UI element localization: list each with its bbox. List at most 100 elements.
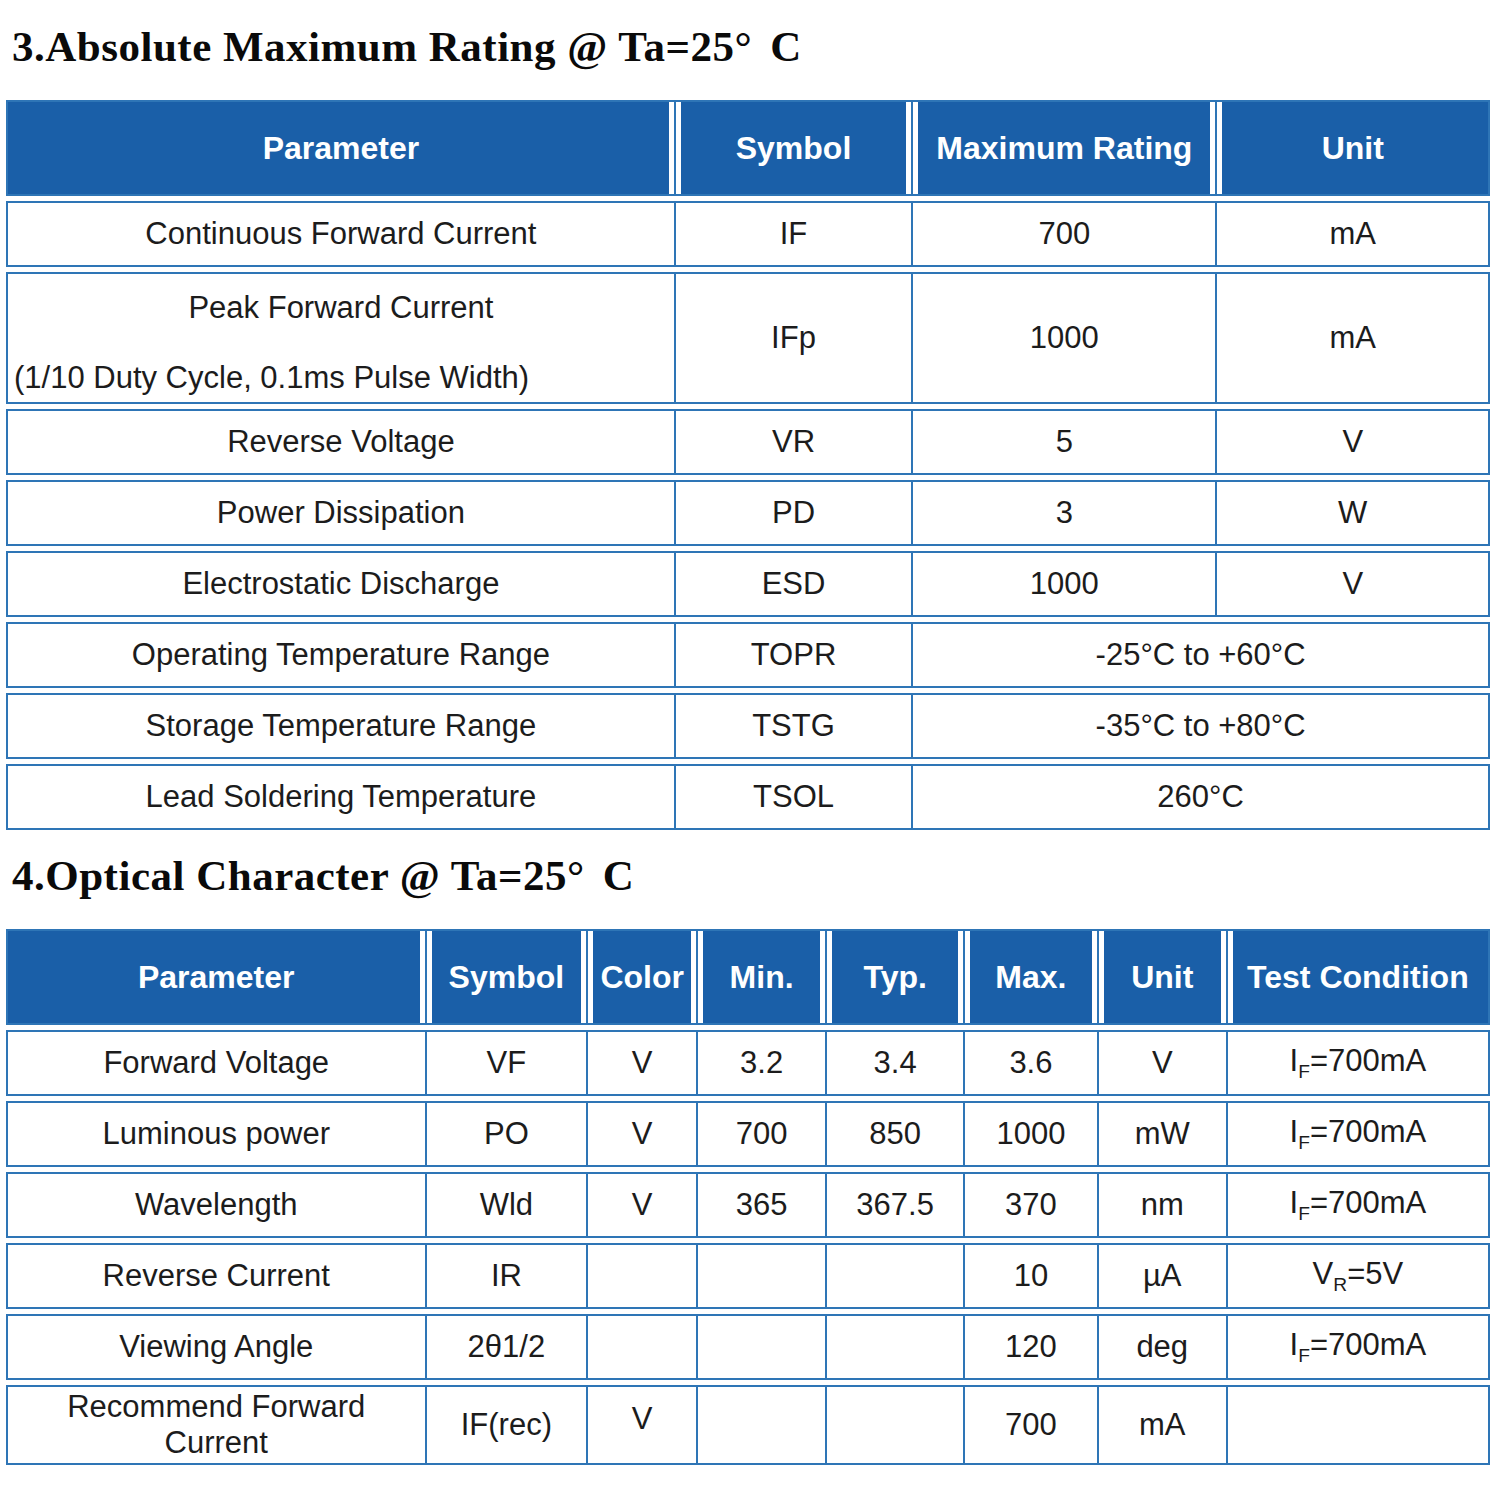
- cell-rating: 5: [911, 409, 1215, 475]
- cell-unit: mA: [1215, 272, 1490, 404]
- cell-unit: V: [1215, 551, 1490, 617]
- cell-unit: µA: [1097, 1243, 1226, 1309]
- section-4-title: 4.Optical Character @ Ta=25° C: [12, 851, 1490, 900]
- test-condition-subscript: F: [1298, 1203, 1310, 1224]
- cell-color: V: [586, 1385, 696, 1465]
- cell-test-condition: VR=5V: [1226, 1243, 1490, 1309]
- cell-min: 365: [696, 1172, 825, 1238]
- cell-parameter: Recommend Forward Current: [6, 1385, 425, 1465]
- col-header-color: Color: [586, 929, 696, 1025]
- cell-symbol: ESD: [674, 551, 911, 617]
- cell-rating-merged: -25°C to +60°C: [911, 622, 1490, 688]
- cell-symbol: IF: [674, 201, 911, 267]
- cell-unit: W: [1215, 480, 1490, 546]
- cell-rating: 700: [911, 201, 1215, 267]
- cell-symbol: IR: [425, 1243, 587, 1309]
- col-header-maximum-rating: Maximum Rating: [911, 100, 1215, 196]
- test-condition-value: =700mA: [1310, 1185, 1426, 1220]
- test-condition-subscript: F: [1298, 1061, 1310, 1082]
- cell-min: [696, 1385, 825, 1465]
- test-condition-symbol: I: [1290, 1043, 1299, 1078]
- parameter-line-1: Peak Forward Current: [12, 290, 670, 326]
- cell-unit: mA: [1097, 1385, 1226, 1465]
- cell-symbol: VR: [674, 409, 911, 475]
- cell-parameter: Peak Forward Current (1/10 Duty Cycle, 0…: [6, 272, 674, 404]
- col-header-parameter: Parameter: [6, 100, 674, 196]
- col-header-unit: Unit: [1215, 100, 1490, 196]
- cell-typ: 3.4: [825, 1030, 963, 1096]
- section-4-title-text: 4.Optical Character @ Ta=25°: [12, 852, 585, 899]
- cell-unit: V: [1097, 1030, 1226, 1096]
- cell-symbol: VF: [425, 1030, 587, 1096]
- cell-parameter: Power Dissipation: [6, 480, 674, 546]
- cell-parameter: Luminous power: [6, 1101, 425, 1167]
- cell-unit: deg: [1097, 1314, 1226, 1380]
- cell-parameter: Reverse Voltage: [6, 409, 674, 475]
- table-header-row: Parameter Symbol Color Min. Typ. Max. Un…: [6, 929, 1490, 1025]
- col-header-parameter: Parameter: [6, 929, 425, 1025]
- table-row: Wavelength Wld V 365 367.5 370 nm IF=700…: [6, 1172, 1490, 1238]
- cell-typ: 850: [825, 1101, 963, 1167]
- cell-min: [696, 1314, 825, 1380]
- cell-max: 370: [963, 1172, 1097, 1238]
- table-row: Storage Temperature Range TSTG -35°C to …: [6, 693, 1490, 759]
- test-condition-subscript: R: [1333, 1274, 1347, 1295]
- col-header-min: Min.: [696, 929, 825, 1025]
- table-row: Lead Soldering Temperature TSOL 260°C: [6, 764, 1490, 830]
- cell-unit: nm: [1097, 1172, 1226, 1238]
- table-row: Forward Voltage VF V 3.2 3.4 3.6 V IF=70…: [6, 1030, 1490, 1096]
- cell-typ: [825, 1385, 963, 1465]
- test-condition-subscript: F: [1298, 1132, 1310, 1153]
- cell-symbol: 2θ1/2: [425, 1314, 587, 1380]
- cell-color: V: [586, 1101, 696, 1167]
- cell-symbol: TSOL: [674, 764, 911, 830]
- test-condition-value: =700mA: [1310, 1114, 1426, 1149]
- cell-typ: [825, 1243, 963, 1309]
- table-row: Peak Forward Current (1/10 Duty Cycle, 0…: [6, 272, 1490, 404]
- cell-parameter: Continuous Forward Current: [6, 201, 674, 267]
- col-header-typ: Typ.: [825, 929, 963, 1025]
- cell-typ: [825, 1314, 963, 1380]
- section-4-title-suffix: C: [603, 852, 635, 899]
- cell-symbol: PD: [674, 480, 911, 546]
- table-header-row: Parameter Symbol Maximum Rating Unit: [6, 100, 1490, 196]
- cell-test-condition: IF=700mA: [1226, 1030, 1490, 1096]
- test-condition-symbol: I: [1290, 1114, 1299, 1149]
- test-condition-value: =700mA: [1310, 1043, 1426, 1078]
- cell-symbol: Wld: [425, 1172, 587, 1238]
- cell-unit: mA: [1215, 201, 1490, 267]
- table-row: Continuous Forward Current IF 700 mA: [6, 201, 1490, 267]
- cell-test-condition: IF=700mA: [1226, 1101, 1490, 1167]
- test-condition-symbol: I: [1290, 1185, 1299, 1220]
- cell-rating: 3: [911, 480, 1215, 546]
- cell-symbol: TSTG: [674, 693, 911, 759]
- col-header-symbol: Symbol: [425, 929, 587, 1025]
- test-condition-value: =5V: [1347, 1256, 1403, 1291]
- col-header-symbol: Symbol: [674, 100, 911, 196]
- cell-symbol: TOPR: [674, 622, 911, 688]
- cell-min: [696, 1243, 825, 1309]
- cell-parameter: Operating Temperature Range: [6, 622, 674, 688]
- parameter-line-2: (1/10 Duty Cycle, 0.1ms Pulse Width): [12, 360, 670, 396]
- test-condition-symbol: V: [1313, 1256, 1334, 1291]
- cell-unit: V: [1215, 409, 1490, 475]
- cell-parameter: Wavelength: [6, 1172, 425, 1238]
- cell-parameter: Electrostatic Discharge: [6, 551, 674, 617]
- table-row: Power Dissipation PD 3 W: [6, 480, 1490, 546]
- cell-test-condition: IF=700mA: [1226, 1314, 1490, 1380]
- cell-color: V: [586, 1030, 696, 1096]
- table-row: Recommend Forward Current IF(rec) V 700 …: [6, 1385, 1490, 1465]
- cell-parameter: Viewing Angle: [6, 1314, 425, 1380]
- section-3-title-suffix: C: [770, 23, 802, 70]
- cell-color: [586, 1243, 696, 1309]
- test-condition-value: =700mA: [1310, 1327, 1426, 1362]
- table-row: Reverse Voltage VR 5 V: [6, 409, 1490, 475]
- cell-test-condition: IF=700mA: [1226, 1172, 1490, 1238]
- absolute-maximum-rating-table: Parameter Symbol Maximum Rating Unit Con…: [6, 95, 1490, 835]
- cell-max: 3.6: [963, 1030, 1097, 1096]
- cell-min: 700: [696, 1101, 825, 1167]
- cell-parameter: Forward Voltage: [6, 1030, 425, 1096]
- cell-max: 10: [963, 1243, 1097, 1309]
- cell-rating-merged: -35°C to +80°C: [911, 693, 1490, 759]
- cell-typ: 367.5: [825, 1172, 963, 1238]
